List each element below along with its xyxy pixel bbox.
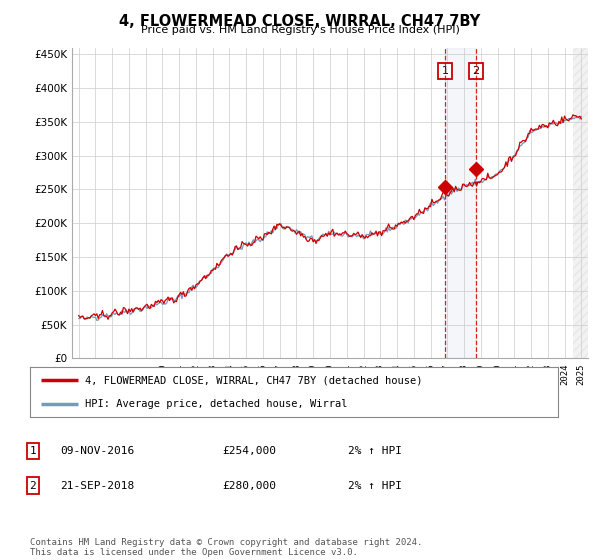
Text: 21-SEP-2018: 21-SEP-2018	[60, 480, 134, 491]
Text: 2: 2	[473, 66, 479, 76]
Text: £254,000: £254,000	[222, 446, 276, 456]
Text: 2: 2	[29, 480, 37, 491]
Text: 1: 1	[29, 446, 37, 456]
Text: 4, FLOWERMEAD CLOSE, WIRRAL, CH47 7BY: 4, FLOWERMEAD CLOSE, WIRRAL, CH47 7BY	[119, 14, 481, 29]
Text: 2% ↑ HPI: 2% ↑ HPI	[348, 446, 402, 456]
Bar	[445, 48, 476, 358]
Text: Price paid vs. HM Land Registry's House Price Index (HPI): Price paid vs. HM Land Registry's House …	[140, 25, 460, 35]
Text: HPI: Average price, detached house, Wirral: HPI: Average price, detached house, Wirr…	[85, 399, 348, 409]
Text: 09-NOV-2016: 09-NOV-2016	[60, 446, 134, 456]
Text: 4, FLOWERMEAD CLOSE, WIRRAL, CH47 7BY (detached house): 4, FLOWERMEAD CLOSE, WIRRAL, CH47 7BY (d…	[85, 375, 423, 385]
Text: 2% ↑ HPI: 2% ↑ HPI	[348, 480, 402, 491]
Text: 1: 1	[442, 66, 448, 76]
Text: £280,000: £280,000	[222, 480, 276, 491]
Text: Contains HM Land Registry data © Crown copyright and database right 2024.
This d: Contains HM Land Registry data © Crown c…	[30, 538, 422, 557]
